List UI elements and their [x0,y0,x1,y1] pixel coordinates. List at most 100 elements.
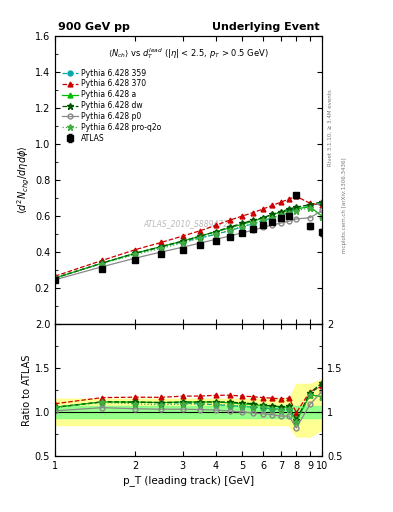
Pythia 6.428 359 [180,239,185,245]
Text: 900 GeV pp: 900 GeV pp [58,22,130,32]
Pythia 6.428 a [159,244,164,250]
Pythia 6.428 dw [213,228,218,234]
Pythia 6.428 pro-q2o [159,245,164,251]
Pythia 6.428 359 [261,218,265,224]
Pythia 6.428 370 [320,202,325,208]
Pythia 6.428 a [180,238,185,244]
Pythia 6.428 359 [320,200,325,206]
Pythia 6.428 370 [279,199,283,205]
Pythia 6.428 pro-q2o [320,214,325,220]
Pythia 6.428 dw [198,233,203,239]
Pythia 6.428 359 [250,221,255,227]
X-axis label: p_T (leading track) [GeV]: p_T (leading track) [GeV] [123,475,254,485]
Line: Pythia 6.428 dw: Pythia 6.428 dw [52,199,325,281]
Pythia 6.428 359 [270,215,275,221]
Pythia 6.428 a [198,233,203,239]
Pythia 6.428 370 [308,200,312,206]
Pythia 6.428 370 [250,209,255,216]
Pythia 6.428 a [250,218,255,224]
Pythia 6.428 a [308,204,312,210]
Line: Pythia 6.428 p0: Pythia 6.428 p0 [53,208,325,282]
Pythia 6.428 370 [100,258,105,264]
Pythia 6.428 p0 [180,244,185,250]
Pythia 6.428 359 [159,244,164,250]
Pythia 6.428 359 [213,231,218,238]
Y-axis label: Ratio to ATLAS: Ratio to ATLAS [22,354,32,426]
Pythia 6.428 p0 [250,227,255,233]
Line: Pythia 6.428 370: Pythia 6.428 370 [53,194,325,279]
Line: Pythia 6.428 359: Pythia 6.428 359 [53,201,325,281]
Y-axis label: $\langle d^2 N_{chg}/d\eta d\phi\rangle$: $\langle d^2 N_{chg}/d\eta d\phi\rangle$ [16,146,32,215]
Pythia 6.428 pro-q2o [239,224,244,230]
Pythia 6.428 a [320,213,325,219]
Pythia 6.428 p0 [320,207,325,214]
Text: $\langle N_{ch}\rangle$ vs $d_T^{lead}$ ($|\eta|$ < 2.5, $p_T$ > 0.5 GeV): $\langle N_{ch}\rangle$ vs $d_T^{lead}$ … [108,46,269,61]
Pythia 6.428 dw [320,199,325,205]
Pythia 6.428 dw [279,209,283,215]
Pythia 6.428 dw [239,220,244,226]
Text: mcplots.cern.ch [arXiv:1306.3436]: mcplots.cern.ch [arXiv:1306.3436] [342,157,347,252]
Pythia 6.428 pro-q2o [213,231,218,237]
Text: Rivet 3.1.10, ≥ 3.4M events: Rivet 3.1.10, ≥ 3.4M events [328,90,333,166]
Pythia 6.428 359 [279,212,283,218]
Pythia 6.428 370 [53,273,57,279]
Line: Pythia 6.428 pro-q2o: Pythia 6.428 pro-q2o [52,204,325,281]
Pythia 6.428 dw [180,238,185,244]
Pythia 6.428 dw [100,260,105,266]
Pythia 6.428 370 [239,213,244,219]
Pythia 6.428 370 [261,206,265,212]
Pythia 6.428 dw [250,217,255,223]
Pythia 6.428 pro-q2o [308,204,312,210]
Pythia 6.428 359 [133,250,138,257]
Pythia 6.428 p0 [261,224,265,230]
Pythia 6.428 p0 [294,216,299,222]
Pythia 6.428 pro-q2o [198,235,203,241]
Pythia 6.428 p0 [227,233,232,239]
Text: Underlying Event: Underlying Event [212,22,320,32]
Pythia 6.428 p0 [133,255,138,261]
Pythia 6.428 a [270,211,275,218]
Pythia 6.428 p0 [286,218,291,224]
Pythia 6.428 pro-q2o [133,251,138,258]
Pythia 6.428 359 [100,260,105,266]
Pythia 6.428 a [279,209,283,216]
Pythia 6.428 pro-q2o [286,210,291,216]
Pythia 6.428 359 [198,235,203,241]
Pythia 6.428 pro-q2o [250,220,255,226]
Legend: Pythia 6.428 359, Pythia 6.428 370, Pythia 6.428 a, Pythia 6.428 dw, Pythia 6.42: Pythia 6.428 359, Pythia 6.428 370, Pyth… [62,69,162,143]
Pythia 6.428 a [261,215,265,221]
Pythia 6.428 dw [133,250,138,257]
Pythia 6.428 dw [227,224,232,230]
Pythia 6.428 a [213,228,218,234]
Pythia 6.428 p0 [198,240,203,246]
Pythia 6.428 370 [133,247,138,253]
Pythia 6.428 370 [270,202,275,208]
Pythia 6.428 359 [294,206,299,212]
Pythia 6.428 a [227,225,232,231]
Pythia 6.428 370 [213,222,218,228]
Pythia 6.428 dw [286,206,291,212]
Pythia 6.428 a [286,207,291,214]
Pythia 6.428 p0 [100,264,105,270]
Pythia 6.428 pro-q2o [53,275,57,281]
Pythia 6.428 359 [308,203,312,209]
Pythia 6.428 dw [53,275,57,281]
Pythia 6.428 dw [159,244,164,250]
Pythia 6.428 370 [198,228,203,234]
Pythia 6.428 a [53,275,57,281]
Pythia 6.428 p0 [239,230,244,236]
Pythia 6.428 370 [227,217,232,223]
Pythia 6.428 pro-q2o [180,240,185,246]
Pythia 6.428 p0 [159,249,164,255]
Pythia 6.428 p0 [270,222,275,228]
Pythia 6.428 p0 [308,215,312,221]
Text: ATLAS_2010_S8894728: ATLAS_2010_S8894728 [143,219,234,228]
Pythia 6.428 p0 [53,276,57,283]
Pythia 6.428 359 [286,209,291,216]
Pythia 6.428 pro-q2o [100,261,105,267]
Pythia 6.428 p0 [213,236,218,242]
Pythia 6.428 359 [227,228,232,234]
Pythia 6.428 dw [294,204,299,210]
Pythia 6.428 dw [308,201,312,207]
Pythia 6.428 pro-q2o [279,212,283,219]
